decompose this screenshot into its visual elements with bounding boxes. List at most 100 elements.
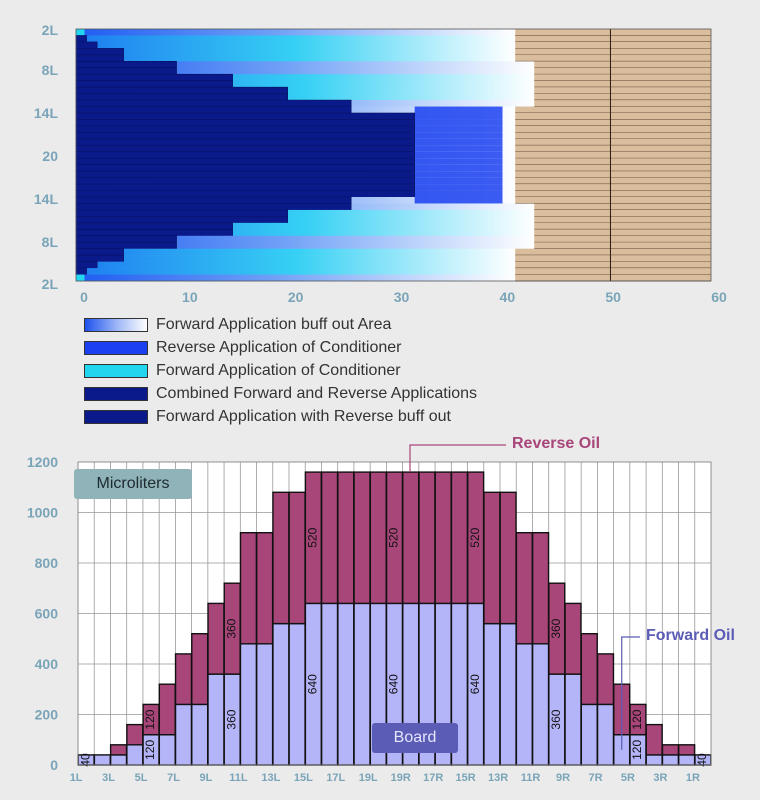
y-tick-label: 14L — [34, 105, 59, 121]
x-tick-label: 30 — [394, 289, 410, 305]
bar-reverse-oil — [402, 471, 420, 605]
heat-row — [76, 235, 535, 243]
combined-row — [75, 267, 87, 276]
heat-row — [76, 35, 516, 43]
x-tick-label: 15R — [456, 772, 476, 784]
board-row — [534, 74, 711, 81]
bar-reverse-oil — [515, 531, 533, 645]
heat-row — [76, 248, 516, 256]
x-tick-label: 3L — [102, 772, 115, 784]
bar-reverse-oil — [434, 471, 452, 605]
y-tick-label: 0 — [50, 757, 58, 773]
combined-row — [75, 222, 233, 230]
bar-label: 360 — [549, 618, 563, 638]
heat-row — [76, 229, 535, 237]
combined-row — [75, 177, 415, 185]
y-tick-label: 2L — [42, 22, 59, 38]
x-tick-label: 60 — [711, 289, 727, 305]
bar-label: 520 — [306, 527, 320, 547]
x-tick-label: 1L — [70, 772, 83, 784]
bar-label: 40 — [78, 753, 92, 767]
bar-forward-oil — [353, 602, 371, 766]
reverse-band — [414, 197, 503, 204]
bar-forward-oil — [580, 703, 598, 766]
combined-row — [75, 93, 288, 101]
board-row — [534, 209, 711, 217]
bar-reverse-oil — [418, 471, 436, 605]
board-row — [534, 80, 711, 88]
board-row — [515, 35, 711, 43]
reverse-band — [414, 171, 503, 178]
heat-row — [76, 93, 535, 101]
heat-row — [76, 67, 535, 75]
bar-forward-oil — [207, 673, 225, 766]
combined-row — [75, 99, 352, 108]
x-tick-label: 5L — [135, 772, 148, 784]
bar-reverse-oil — [596, 653, 615, 706]
heat-row — [76, 80, 535, 88]
board-row — [534, 203, 711, 211]
bar-forward-oil — [337, 602, 355, 766]
heat-row — [76, 209, 535, 217]
combined-row — [75, 241, 177, 250]
x-tick-label: 9L — [200, 772, 213, 784]
reverse-band — [414, 151, 503, 159]
x-tick-label: 1R — [686, 772, 700, 784]
combined-row — [75, 119, 415, 127]
x-tick-label: 50 — [605, 289, 621, 305]
reverse-band — [414, 145, 503, 153]
bar-forward-oil — [109, 754, 128, 766]
bar-forward-oil — [191, 703, 209, 766]
reverse-band — [414, 113, 503, 120]
board-row — [515, 274, 711, 282]
board-row — [515, 197, 711, 204]
legend-swatch — [84, 341, 148, 355]
combined-row — [75, 183, 415, 192]
y-tick-label: 2L — [42, 276, 59, 292]
combined-row — [75, 86, 288, 95]
forward-oil-annotation: Forward Oil — [646, 627, 735, 644]
forward-oil-leader — [621, 636, 640, 750]
combined-row — [75, 145, 415, 153]
x-tick-label: 13R — [488, 772, 508, 784]
combined-row — [75, 35, 87, 43]
legend-swatch — [84, 410, 148, 424]
combined-row — [75, 106, 352, 114]
board-row — [515, 138, 711, 146]
bar-label: 360 — [549, 709, 563, 729]
heat-row — [76, 61, 535, 69]
combined-row — [75, 170, 415, 179]
x-tick-label: 10 — [182, 289, 198, 305]
bar-reverse-oil — [450, 471, 469, 605]
reverse-band — [414, 106, 503, 114]
board-row — [515, 29, 711, 36]
board-row — [515, 132, 711, 140]
combined-row — [75, 209, 288, 217]
legend-label: Combined Forward and Reverse Application… — [156, 385, 478, 402]
combined-row — [75, 254, 124, 263]
bar-forward-oil — [483, 622, 501, 766]
bar-reverse-oil — [337, 471, 355, 605]
bar-forward-oil — [531, 643, 550, 766]
bar-reverse-oil — [158, 683, 176, 736]
combined-row — [75, 138, 415, 146]
bar-reverse-oil — [531, 531, 550, 645]
board-row — [515, 177, 711, 185]
x-tick-label: 3R — [653, 772, 667, 784]
heat-row — [76, 48, 516, 56]
combined-row — [75, 235, 177, 243]
combined-row — [75, 125, 415, 133]
combined-row — [75, 229, 233, 237]
board-row — [534, 87, 711, 94]
bar-label: 120 — [630, 740, 644, 760]
bar-forward-oil — [661, 754, 680, 766]
reverse-band — [414, 132, 503, 140]
combined-row — [75, 132, 415, 140]
combined-row — [75, 54, 124, 62]
board-row — [515, 255, 711, 262]
plot-frame — [75, 28, 712, 282]
y-tick-label: 400 — [35, 656, 59, 672]
x-tick-label: 0 — [80, 289, 88, 305]
bar-forward-oil — [272, 622, 290, 766]
bar-reverse-oil — [564, 602, 582, 675]
